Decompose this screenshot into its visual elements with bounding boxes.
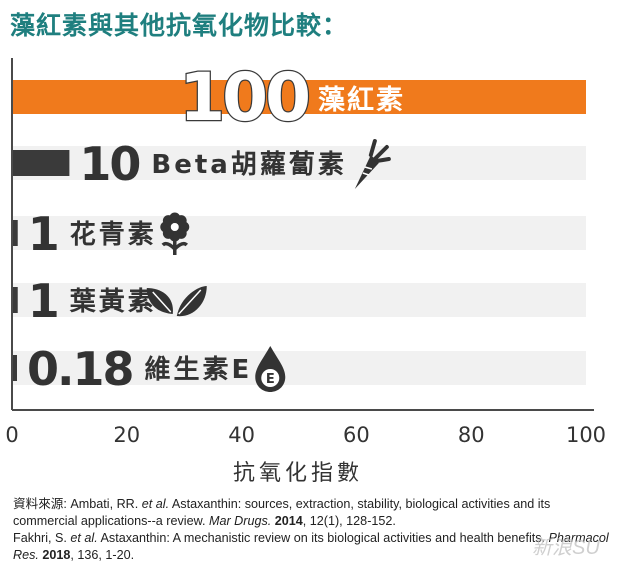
value-label: 0.18 xyxy=(27,342,133,396)
flower-icon xyxy=(160,212,190,255)
ref2-tail: , 136, 1-20. xyxy=(70,548,135,562)
category-label: 藻紅素 xyxy=(318,85,405,116)
references: 資料來源: Ambati, RR. et al. Astaxanthin: so… xyxy=(13,496,613,564)
icons: E xyxy=(146,139,391,392)
bar xyxy=(12,355,17,381)
value-label: 100 xyxy=(179,59,308,136)
ref1-etal: et al. xyxy=(141,497,170,511)
bar-chart: 0 20 40 60 80 100 抗氧化指數 100 藻紅素 10 Beta胡蘿蔔素 1 花青素 1 葉… xyxy=(5,58,606,486)
labels: 100 藻紅素 10 Beta胡蘿蔔素 1 花青素 1 葉黃素 0.18 維生素E xyxy=(27,58,405,396)
category-label: 花青素 xyxy=(70,220,157,250)
x-tick-label: 80 xyxy=(458,423,485,447)
ref1-year: 2014 xyxy=(271,514,303,528)
ref2-year: 2018 xyxy=(38,548,71,562)
row-band xyxy=(12,216,586,250)
ref1-tail: , 12(1), 128-152. xyxy=(302,514,396,528)
ref2-body: Astaxanthin: A mechanistic review on its… xyxy=(97,531,549,545)
flower-center xyxy=(170,223,179,231)
value-label: 1 xyxy=(28,274,58,328)
axes: 0 20 40 60 80 100 抗氧化指數 xyxy=(5,58,606,486)
category-label: 葉黃素 xyxy=(69,287,157,317)
bar xyxy=(12,220,18,246)
leaves-icon xyxy=(146,286,207,317)
ref1-journal: Mar Drugs. xyxy=(208,514,272,528)
ref1-body: Astaxanthin: sources, extraction, stabil… xyxy=(13,497,551,528)
x-axis-title: 抗氧化指數 xyxy=(233,461,363,486)
ref2-etal: et al. xyxy=(70,531,98,545)
reference-2: Fakhri, S. et al. Astaxanthin: A mechani… xyxy=(13,530,613,564)
row-band xyxy=(12,351,586,385)
drop-letter: E xyxy=(266,372,275,387)
category-label: Beta胡蘿蔔素 xyxy=(151,150,346,180)
watermark: 新浪SU xyxy=(532,537,600,559)
category-label: 維生素E xyxy=(145,354,253,385)
row-bands xyxy=(12,146,586,385)
carrot-lines xyxy=(362,166,373,176)
x-tick-label: 40 xyxy=(228,423,255,447)
carrot-icon xyxy=(354,139,391,189)
bar xyxy=(12,287,18,313)
x-tick-label: 100 xyxy=(566,423,606,447)
reference-1: 資料來源: Ambati, RR. et al. Astaxanthin: so… xyxy=(13,496,613,530)
vitamin-e-drop-icon: E xyxy=(255,346,286,392)
petal xyxy=(175,215,187,227)
value-label: 1 xyxy=(28,207,58,261)
chart-title: 藻紅素與其他抗氧化物比較： xyxy=(10,11,349,40)
flower-stem xyxy=(161,239,189,255)
bar xyxy=(12,150,70,176)
x-tick-label: 0 xyxy=(5,423,18,447)
bars xyxy=(12,80,586,381)
drop-inner xyxy=(261,369,280,387)
bar xyxy=(12,80,586,114)
ref2-prefix: Fakhri, S. xyxy=(13,531,71,545)
row-band xyxy=(12,283,586,317)
x-tick-label: 60 xyxy=(343,423,370,447)
leaf-veins xyxy=(152,289,202,315)
carrot-body xyxy=(354,155,379,189)
x-tick-label: 20 xyxy=(113,423,140,447)
row-band xyxy=(12,146,586,180)
ref1-prefix: 資料來源: Ambati, RR. xyxy=(13,497,142,511)
ref2-journal: Pharmacol Res. xyxy=(13,531,609,562)
carrot-leaves xyxy=(368,139,391,163)
value-label: 10 xyxy=(79,137,139,191)
